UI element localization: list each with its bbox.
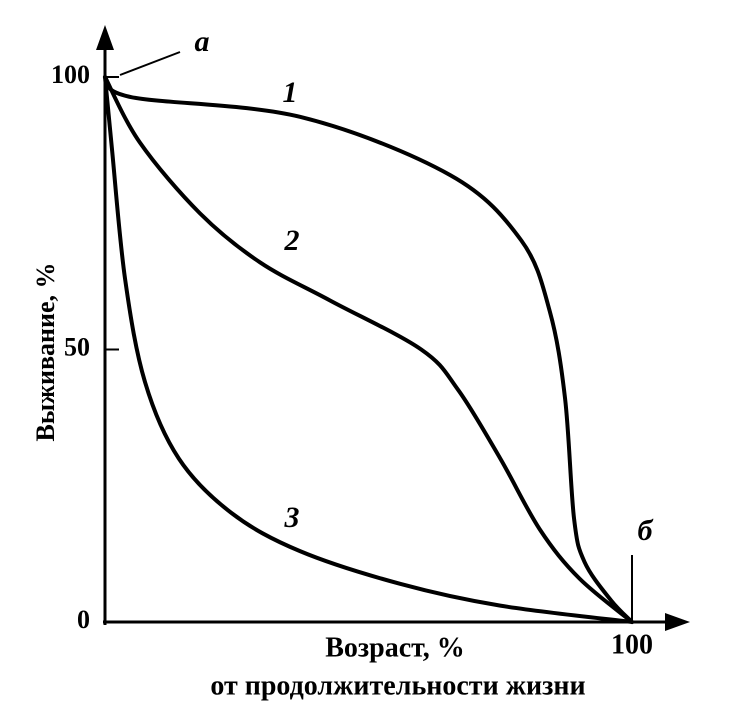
x-tick-label: 100 (611, 629, 653, 660)
annotation: б (638, 514, 654, 547)
y-tick-label: 50 (64, 332, 90, 361)
survival-curve (103, 75, 634, 624)
annotation-pointer (119, 51, 181, 76)
x-axis-label: Возраст, % (325, 632, 465, 663)
series-label: 3 (284, 501, 300, 534)
y-tick-label: 0 (77, 605, 90, 634)
annotation: а (195, 25, 210, 58)
y-tick-label: 100 (51, 60, 90, 89)
survival-curve (103, 75, 634, 624)
x-axis-arrow (665, 613, 690, 631)
survival-curve (103, 75, 634, 624)
series-label: 2 (284, 224, 300, 257)
series-label: 1 (283, 76, 298, 109)
x-axis-label: от продолжительности жизни (210, 670, 585, 701)
y-axis-label: Выживание, % (31, 262, 60, 441)
y-axis-arrow (96, 25, 114, 50)
